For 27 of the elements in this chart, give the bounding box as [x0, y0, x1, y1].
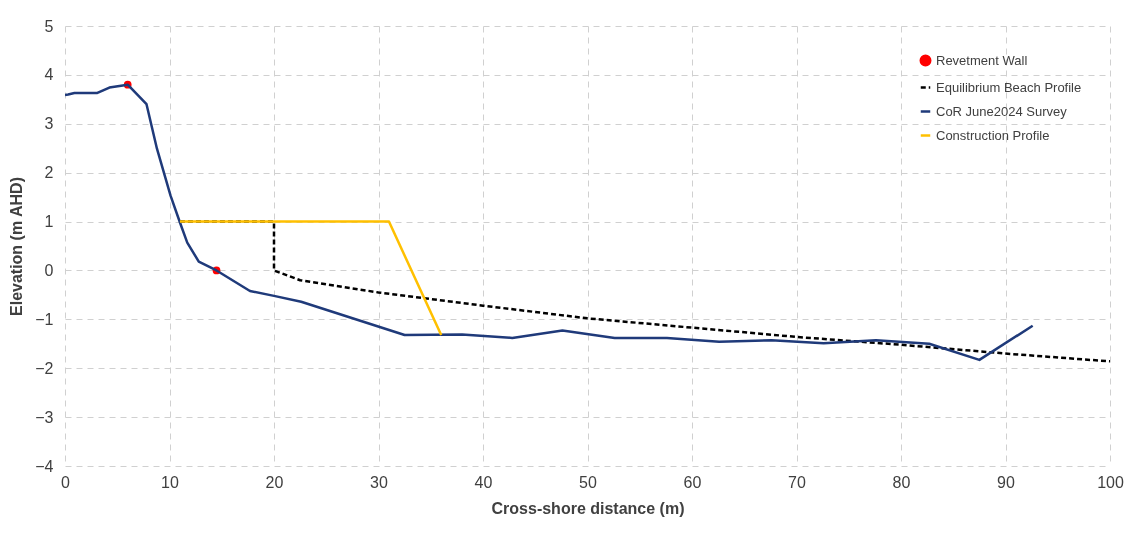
y-tick-label: −4 — [35, 457, 54, 475]
x-tick-label: 10 — [161, 473, 179, 491]
y-tick-label: 3 — [44, 115, 54, 133]
x-tick-label: 0 — [61, 473, 71, 491]
y-tick-label: 4 — [44, 66, 54, 84]
x-tick-label: 40 — [474, 473, 493, 491]
y-tick-label: −3 — [35, 408, 54, 426]
y-axis-title: Elevation (m AHD) — [8, 177, 26, 316]
legend-label: Construction Profile — [936, 127, 1050, 143]
x-axis-title: Cross-shore distance (m) — [491, 499, 685, 517]
y-tick-label: 1 — [44, 213, 54, 231]
x-tick-label: 20 — [265, 473, 284, 491]
x-tick-label: 90 — [997, 473, 1015, 491]
legend-label: Revetment Wall — [936, 52, 1028, 68]
y-tick-label: 5 — [44, 17, 54, 35]
y-tick-label: 0 — [44, 261, 54, 279]
x-tick-label: 100 — [1097, 473, 1124, 491]
x-tick-label: 80 — [892, 473, 911, 491]
y-tick-label: −1 — [35, 310, 54, 328]
x-tick-label: 50 — [579, 473, 597, 491]
y-tick-label: −2 — [35, 359, 54, 377]
legend-label: Equilibrium Beach Profile — [936, 79, 1082, 95]
x-tick-label: 70 — [788, 473, 806, 491]
legend-label: CoR June2024 Survey — [936, 103, 1068, 119]
y-tick-label: 2 — [44, 164, 54, 182]
x-tick-label: 60 — [683, 473, 702, 491]
x-tick-label: 30 — [370, 473, 388, 491]
